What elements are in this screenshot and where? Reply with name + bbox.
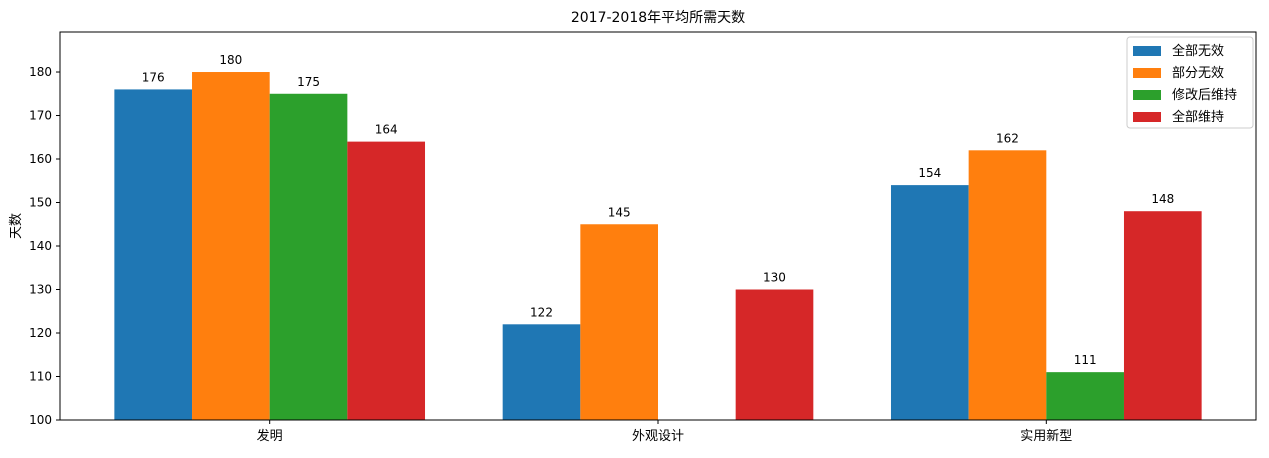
data-label: 162	[996, 131, 1019, 145]
x-tick-label: 实用新型	[1020, 428, 1072, 444]
x-tick-label: 外观设计	[632, 429, 684, 444]
legend-label: 修改后维持	[1172, 88, 1237, 103]
data-label: 154	[918, 166, 941, 180]
y-tick-label: 170	[29, 109, 52, 123]
data-label: 175	[297, 75, 320, 89]
bar	[1046, 372, 1124, 420]
bar	[735, 289, 814, 420]
bar	[580, 224, 658, 420]
legend-label: 全部维持	[1172, 109, 1224, 125]
legend-label: 全部无效	[1172, 43, 1224, 59]
y-tick-label: 100	[29, 413, 52, 427]
data-label: 111	[1074, 353, 1097, 367]
bar	[192, 72, 270, 420]
data-label: 122	[530, 305, 553, 319]
bar	[347, 141, 426, 420]
legend-swatch	[1133, 46, 1161, 56]
legend-swatch	[1133, 112, 1161, 122]
x-tick-label: 发明	[257, 428, 283, 444]
y-tick-label: 110	[29, 370, 52, 384]
y-tick-label: 140	[29, 239, 52, 253]
bar	[968, 150, 1047, 420]
legend-label: 部分无效	[1172, 66, 1224, 81]
y-tick-label: 120	[29, 326, 52, 340]
y-axis-label: 天数	[9, 213, 24, 239]
y-tick-label: 150	[29, 196, 52, 210]
data-label: 145	[608, 205, 631, 219]
bar	[1123, 211, 1202, 420]
chart-title: 2017-2018年平均所需天数	[571, 10, 745, 26]
y-tick-label: 130	[29, 283, 52, 297]
y-tick-label: 180	[29, 65, 52, 79]
data-label: 130	[763, 271, 786, 285]
legend-swatch	[1133, 68, 1161, 78]
plot-frame	[59, 31, 1257, 421]
legend-box	[1126, 36, 1254, 129]
data-label: 176	[142, 70, 165, 84]
bar	[114, 89, 193, 420]
data-label: 180	[219, 53, 242, 67]
data-label: 164	[375, 123, 398, 137]
legend-swatch	[1133, 90, 1161, 100]
bar	[502, 324, 581, 420]
bar	[269, 93, 348, 420]
data-label: 148	[1151, 192, 1174, 206]
bar	[890, 185, 969, 420]
y-tick-label: 160	[29, 152, 52, 166]
